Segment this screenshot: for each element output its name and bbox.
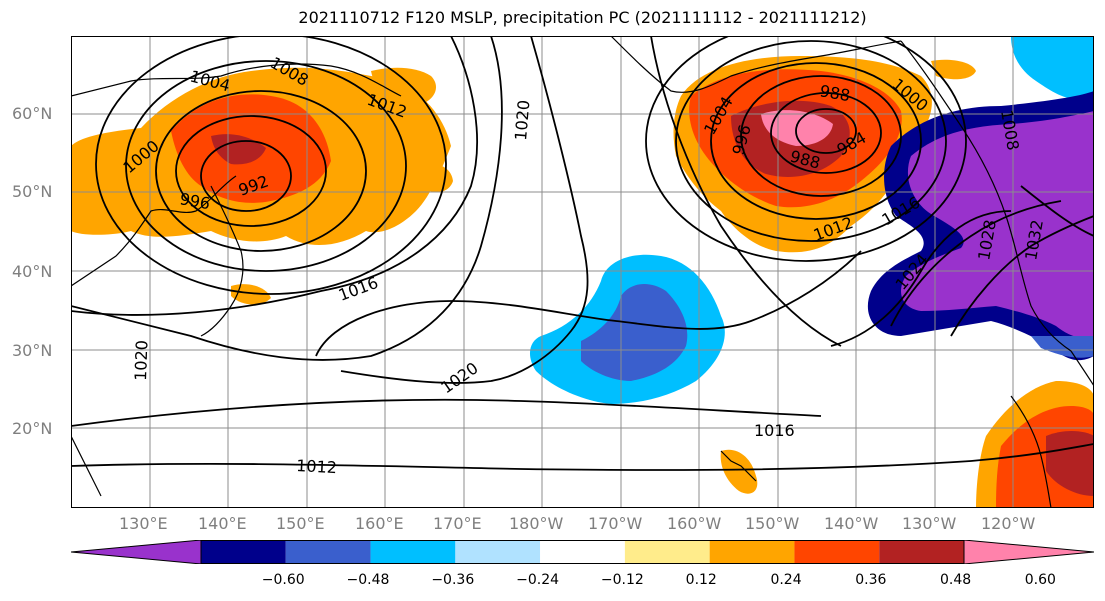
map-panel: 1004 1008 1012 1000 996 992 1020 1016 10… <box>71 36 1094 508</box>
colorbar-tick-label: −0.12 <box>600 572 644 588</box>
precip-orange-japan <box>231 284 271 305</box>
lon-label-130w: 130°W <box>902 514 957 533</box>
lon-label-140e: 140°E <box>198 514 247 533</box>
lat-label-20n: 20°N <box>12 419 53 438</box>
isobar-1012-south <box>71 443 1094 471</box>
precip-cyan-north <box>1011 36 1094 100</box>
isobar-1024 <box>890 200 1062 327</box>
coast-na-west <box>900 40 1094 387</box>
colorbar-segment <box>794 540 880 564</box>
colorbar-tick-label: 0.24 <box>770 572 802 588</box>
colorbar-tick-label: −0.36 <box>431 572 475 588</box>
lat-label-60n: 60°N <box>12 104 53 123</box>
lon-label-130e: 130°E <box>119 514 168 533</box>
isobar-992 <box>200 140 292 212</box>
colorbar-segment <box>624 540 710 564</box>
isobar-1012-goa <box>830 210 1012 347</box>
mslp-contours <box>71 36 1094 471</box>
map-border <box>71 36 1094 508</box>
isobar-1016-south <box>71 398 822 427</box>
precip-fills <box>71 36 1094 508</box>
coast-siberia <box>71 63 402 97</box>
isobar-992-goa <box>740 75 902 197</box>
colorbar-tick-label: 0.36 <box>855 572 887 588</box>
colorbar-segment <box>370 540 456 564</box>
lon-label-140w: 140°W <box>824 514 879 533</box>
lon-label-170e: 170°E <box>433 514 482 533</box>
coast-mexico <box>1010 395 1052 508</box>
isobar-1008-goa <box>650 36 842 347</box>
isobar-996-goa <box>710 62 922 220</box>
isobar-996 <box>175 115 327 227</box>
colorbar-tick-label: −0.60 <box>261 572 305 588</box>
lon-label-170w: 170°W <box>588 514 643 533</box>
lat-label-30n: 30°N <box>12 341 53 360</box>
colorbar-segment <box>455 540 541 564</box>
colorbar-segment <box>540 540 625 564</box>
lon-label-150e: 150°E <box>276 514 325 533</box>
lat-label-40n: 40°N <box>12 262 53 281</box>
colorbar-border <box>200 540 965 564</box>
lon-label-160w: 160°W <box>667 514 722 533</box>
isobar-1008 <box>95 36 447 295</box>
isobar-1004-goa <box>645 36 967 262</box>
isobar-984 <box>795 108 857 154</box>
map-title: 2021110712 F120 MSLP, precipitation PC (… <box>298 8 867 27</box>
colorbar-tick-label: 0.48 <box>940 572 972 588</box>
isobar-1020-central <box>340 36 589 384</box>
isobar-1000-goa <box>675 40 947 242</box>
colorbar-segment <box>709 540 795 564</box>
isobar-1016-west <box>71 36 478 316</box>
colorbar-segment <box>879 540 964 564</box>
coast-china <box>71 175 237 287</box>
isobar-1016-central <box>315 250 862 357</box>
precip-orange-hawaii <box>720 449 758 494</box>
coast-japan <box>200 185 244 337</box>
colorbar-tick-label: −0.24 <box>516 572 560 588</box>
colorbar-extend-high <box>963 540 1094 564</box>
colorbar <box>71 540 1094 564</box>
lon-label-120w: 120°W <box>981 514 1036 533</box>
lon-label-150w: 150°W <box>745 514 800 533</box>
coast-hawaii <box>720 450 757 482</box>
precip-purple-na <box>901 111 1094 338</box>
contour-label: 1016 <box>754 421 795 440</box>
precip-blue-central <box>581 284 688 381</box>
isobar-988 <box>770 92 882 174</box>
isobar-1028 <box>950 215 1094 337</box>
precip-blue-coast <box>1031 336 1094 358</box>
isobar-1032 <box>1020 185 1094 237</box>
lon-label-180w: 180°W <box>509 514 564 533</box>
colorbar-tick-label: 0.12 <box>685 572 717 588</box>
coast-alaska <box>610 36 902 93</box>
colorbar-segment <box>201 540 286 564</box>
contour-label: 1020 <box>511 99 533 141</box>
contour-label: 1020 <box>131 340 151 381</box>
precip-orange-small-north <box>931 59 976 80</box>
lat-label-50n: 50°N <box>12 182 53 201</box>
coastlines <box>71 36 1094 508</box>
colorbar-tick-label: 0.60 <box>1024 572 1056 588</box>
isobar-1020-west <box>71 36 503 361</box>
colorbar-segment <box>285 540 371 564</box>
isobar-1000 <box>155 90 367 252</box>
isobar-1004 <box>125 60 407 272</box>
precip-darkred-mexico <box>1046 431 1094 496</box>
contour-label: 1012 <box>296 456 338 477</box>
lon-label-160e: 160°E <box>355 514 404 533</box>
colorbar-tick-label: −0.48 <box>346 572 390 588</box>
colorbar-extend-low <box>71 540 202 564</box>
